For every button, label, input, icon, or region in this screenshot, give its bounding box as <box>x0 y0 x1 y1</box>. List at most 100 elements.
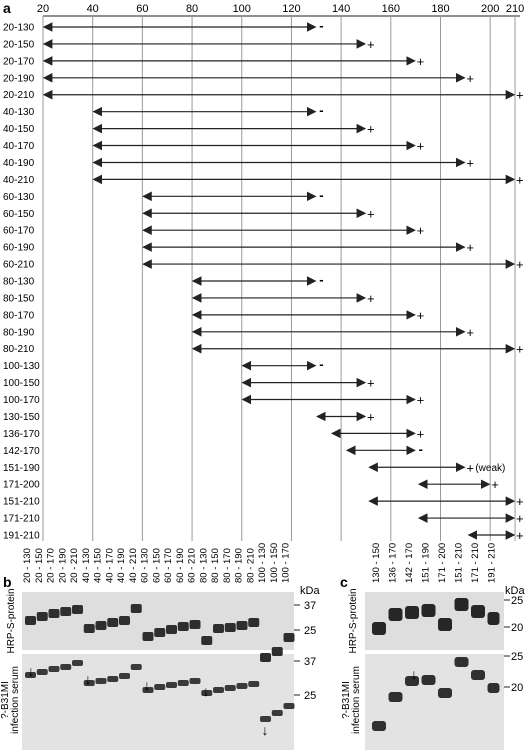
lane-label: 80 - 150 <box>210 548 221 583</box>
lane-label: 151 - 190 <box>421 543 432 583</box>
lane-label: 142 - 170 <box>404 543 415 583</box>
band <box>25 672 36 678</box>
panel-c-label: c <box>340 574 348 590</box>
band <box>107 618 119 627</box>
construct-label: 142-170 <box>3 446 40 457</box>
lane-label: 60 - 130 <box>140 548 151 583</box>
band <box>189 620 201 629</box>
construct-label: 20-210 <box>3 90 35 101</box>
band <box>154 684 166 690</box>
band <box>72 605 83 614</box>
result-plus: + <box>491 477 499 492</box>
band <box>36 669 48 675</box>
axis-tick-label: 180 <box>431 3 449 15</box>
band <box>405 676 419 686</box>
band <box>48 609 60 618</box>
panel-b-label: b <box>3 574 12 590</box>
lane-label: 60 - 210 <box>187 548 198 583</box>
panel-b-marker-bottom-1: 37 <box>304 656 316 668</box>
arrow-down-icon: ↓ <box>85 671 92 687</box>
construct-label: 20-170 <box>3 56 35 67</box>
band <box>25 616 36 625</box>
lane-label: 20 - 170 <box>46 548 57 583</box>
panel-b-bottom-blot-label-line1: ?-B31MI <box>0 681 11 719</box>
band <box>107 676 119 682</box>
band <box>60 664 72 670</box>
construct-label: 136-170 <box>3 429 40 440</box>
result-plus: + <box>367 122 375 137</box>
band <box>260 653 271 662</box>
result-plus: + <box>466 460 474 475</box>
band <box>119 673 130 679</box>
lane-label: 20 - 210 <box>69 548 80 583</box>
band <box>224 623 236 632</box>
axis-tick-label: 120 <box>282 3 300 15</box>
arrow-down-icon: ↓ <box>28 663 35 679</box>
panel-b-arrows: ↓ ↓ ↓ ↓ ↓ <box>28 663 269 738</box>
construct-label: 60-170 <box>3 226 35 237</box>
band <box>201 690 213 696</box>
result-minus: - <box>319 187 323 202</box>
lane-label: 171 - 210 <box>470 543 481 583</box>
lane-label: 40 - 170 <box>104 548 115 583</box>
band <box>283 633 295 642</box>
lane-label: 40 - 150 <box>93 548 104 583</box>
band <box>271 647 283 656</box>
result-plus: + <box>516 172 524 187</box>
band <box>95 678 107 684</box>
arrow-down-icon: ↓ <box>262 722 269 738</box>
construct-label: 151-210 <box>3 497 40 508</box>
lane-label: 40 - 210 <box>128 548 139 583</box>
panel-b-marker-top-1: 37 <box>304 600 316 612</box>
result-plus: + <box>417 139 425 154</box>
result-minus: - <box>319 103 323 118</box>
construct-label: 60-190 <box>3 243 35 254</box>
axis-tick-label: 100 <box>233 3 251 15</box>
panel-b-marker-top-2: 25 <box>304 625 316 637</box>
band <box>95 621 107 630</box>
axis-tick-label: 160 <box>382 3 400 15</box>
band <box>236 621 248 630</box>
result-minus: - <box>419 441 423 456</box>
band <box>271 710 283 716</box>
panel-c-bottom-bands <box>372 657 500 731</box>
band <box>224 685 236 691</box>
result-plus: + <box>367 37 375 52</box>
lane-label: 20 - 150 <box>34 548 45 583</box>
result-plus: + <box>367 291 375 306</box>
construct-label: 80-210 <box>3 344 35 355</box>
lane-label: 171 - 200 <box>437 543 448 583</box>
panel-c-unit: kDa <box>505 585 525 597</box>
band <box>471 670 485 680</box>
band <box>177 622 189 631</box>
band <box>405 606 419 619</box>
construct-label: 20-150 <box>3 39 35 50</box>
construct-label: 100-150 <box>3 378 40 389</box>
construct-label: 60-130 <box>3 192 35 203</box>
panel-b-bottom-bands <box>25 660 295 722</box>
lane-label: 191 - 210 <box>487 543 498 583</box>
lane-label: 40 - 190 <box>116 548 127 583</box>
panel-c-top-blot-label: HRP-S-protein <box>348 588 359 653</box>
band <box>487 683 500 693</box>
panel-a-label: a <box>3 0 11 16</box>
band <box>130 664 142 670</box>
lane-label: 60 - 170 <box>163 548 174 583</box>
construct-label: 171-210 <box>3 514 40 525</box>
band <box>72 660 83 666</box>
construct-label: 80-190 <box>3 327 35 338</box>
band <box>421 675 436 685</box>
band <box>142 687 154 693</box>
construct-label: 40-210 <box>3 175 35 186</box>
construct-label: 100-130 <box>3 361 40 372</box>
result-plus: + <box>466 240 474 255</box>
result-plus: + <box>417 54 425 69</box>
panel-c-arrows: ↓ <box>411 666 418 682</box>
band <box>372 622 386 635</box>
band <box>487 612 500 625</box>
band <box>142 632 154 641</box>
panel-c-top-bands <box>372 598 500 635</box>
band <box>83 624 95 633</box>
arrow-down-icon: ↓ <box>203 683 210 699</box>
